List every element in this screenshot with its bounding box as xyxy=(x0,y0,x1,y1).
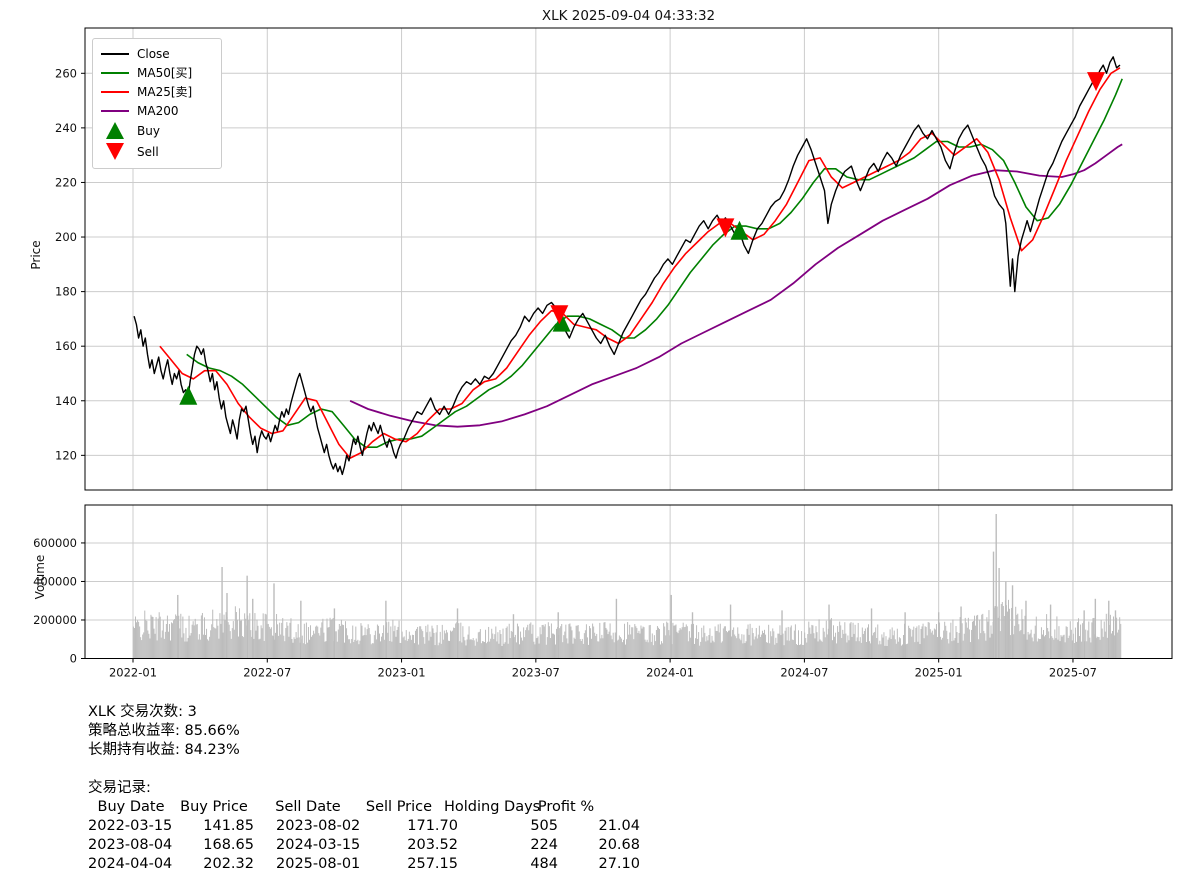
svg-text:2024-01: 2024-01 xyxy=(646,666,694,680)
buy-triangle-icon xyxy=(101,122,129,139)
table-cell: 224 xyxy=(530,837,558,853)
table-cell: 168.65 xyxy=(203,837,254,853)
table-cell: 505 xyxy=(530,818,558,834)
svg-text:2022-07: 2022-07 xyxy=(243,666,291,680)
legend-item-sell: Sell xyxy=(101,141,213,162)
chart-title: XLK 2025-09-04 04:33:32 xyxy=(541,8,716,24)
table-cell: 27.10 xyxy=(598,856,640,872)
table-cell: 2022-03-15 xyxy=(88,818,173,834)
column-header: Profit % xyxy=(537,799,595,815)
table-cell: 20.68 xyxy=(598,837,640,853)
table-cell: 141.85 xyxy=(203,818,254,834)
table-cell: 2024-04-04 xyxy=(88,856,173,872)
svg-text:2024-07: 2024-07 xyxy=(780,666,828,680)
svg-text:140: 140 xyxy=(55,394,77,408)
table-cell: 171.70 xyxy=(407,818,458,834)
svg-text:200: 200 xyxy=(55,230,77,244)
svg-text:120: 120 xyxy=(55,448,77,462)
table-cell: 202.32 xyxy=(203,856,254,872)
ma25-line-swatch xyxy=(101,90,129,93)
svg-text:2022-01: 2022-01 xyxy=(109,666,157,680)
svg-text:0: 0 xyxy=(70,652,77,666)
svg-text:2025-01: 2025-01 xyxy=(915,666,963,680)
table-row: 2023-08-04 168.65 2024-03-15 203.52 224 20.68 xyxy=(88,836,640,855)
column-header: Buy Price xyxy=(180,799,248,815)
svg-text:180: 180 xyxy=(55,285,77,299)
svg-text:200000: 200000 xyxy=(33,613,77,627)
summary-trades: XLK 交易次数: 3 xyxy=(88,704,197,720)
svg-text:220: 220 xyxy=(55,175,77,189)
svg-text:260: 260 xyxy=(55,66,77,80)
svg-text:160: 160 xyxy=(55,339,77,353)
chart-canvas: 120 140 160 180 200 220 240 260 0 200000 400000 600… xyxy=(33,27,1173,680)
legend-item-buy: Buy xyxy=(101,120,213,141)
svg-text:2023-07: 2023-07 xyxy=(512,666,560,680)
trade-records: 交易记录: Buy Date Buy Price Sell Date Sell Pri… xyxy=(88,779,640,874)
legend-item-ma50: MA50[买] xyxy=(101,63,213,82)
trade-records-table: Buy Date Buy Price Sell Date Sell Price Hold… xyxy=(88,798,640,874)
legend-item-close: Close xyxy=(101,44,213,63)
column-header: Sell Date xyxy=(275,799,341,815)
close-line-swatch xyxy=(101,52,129,55)
column-header: Buy Date xyxy=(97,799,165,815)
table-row: 2024-04-04 202.32 2025-08-01 257.15 484 27.10 xyxy=(88,855,640,874)
sell-triangle-icon xyxy=(101,143,129,160)
table-cell: 2025-08-01 xyxy=(276,856,361,872)
table-row: 2022-03-15 141.85 2023-08-02 171.70 505 21.04 xyxy=(88,817,640,836)
table-cell: 203.52 xyxy=(407,837,458,853)
table-cell: 21.04 xyxy=(598,818,640,834)
trade-records-heading: 交易记录: xyxy=(88,780,151,796)
table-cell: 257.15 xyxy=(407,856,458,872)
legend: Close MA50[买] MA25[卖] MA200 Buy Sell xyxy=(92,38,222,169)
svg-text:400000: 400000 xyxy=(33,574,77,588)
trade-records-header: Buy Date Buy Price Sell Date Sell Price Hold… xyxy=(88,798,640,817)
svg-text:2025-07: 2025-07 xyxy=(1049,666,1097,680)
column-header: Sell Price xyxy=(365,799,433,815)
summary-hold-return: 长期持有收益: 84.23% xyxy=(88,742,240,758)
legend-item-ma25: MA25[卖] xyxy=(101,82,213,101)
table-cell: 2024-03-15 xyxy=(276,837,361,853)
svg-text:600000: 600000 xyxy=(33,536,77,550)
table-cell: 484 xyxy=(530,856,558,872)
svg-text:2023-01: 2023-01 xyxy=(378,666,426,680)
summary-strategy-return: 策略总收益率: 85.66% xyxy=(88,723,240,739)
svg-text:240: 240 xyxy=(55,121,77,135)
table-cell: 2023-08-04 xyxy=(88,837,173,853)
legend-item-ma200: MA200 xyxy=(101,101,213,120)
column-header: Holding Days xyxy=(444,799,541,815)
ma50-line-swatch xyxy=(101,71,129,74)
table-cell: 2023-08-02 xyxy=(276,818,361,834)
ma200-line-swatch xyxy=(101,109,129,112)
summary-block: XLK 交易次数: 3 策略总收益率: 85.66% 长期持有收益: 84.23… xyxy=(88,703,240,760)
